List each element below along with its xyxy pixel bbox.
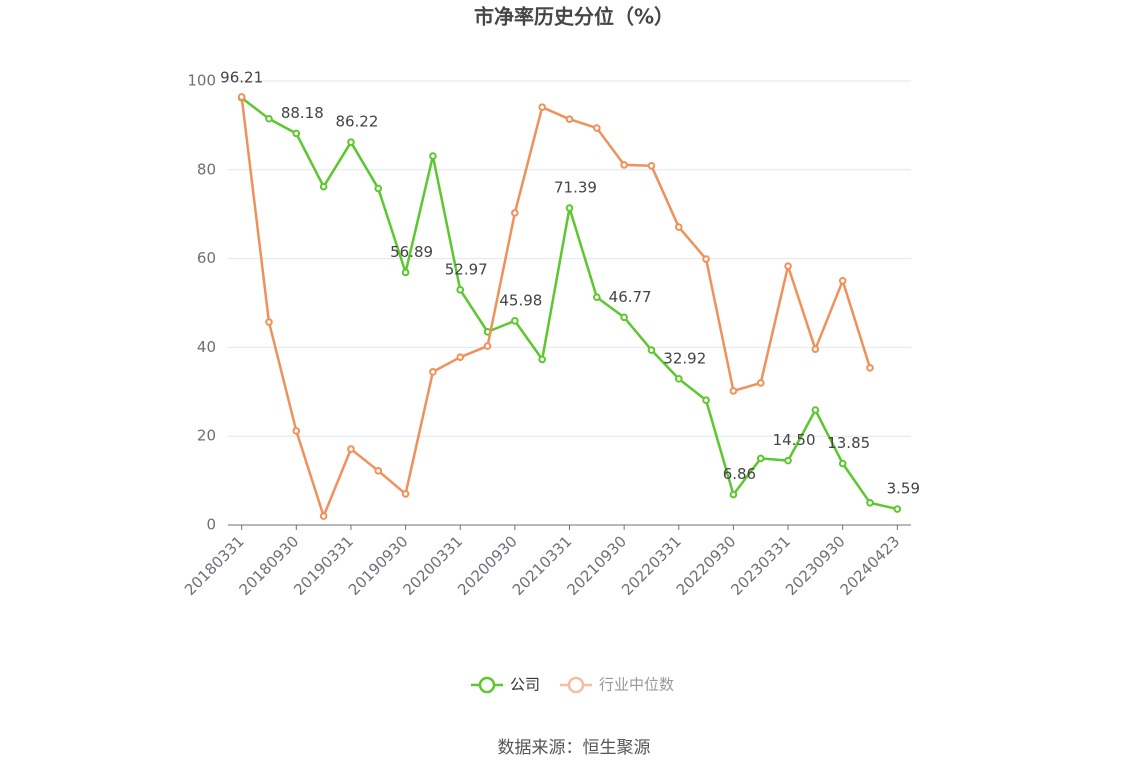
legend-marker — [478, 676, 496, 694]
data-label: 86.22 — [335, 113, 378, 131]
data-label: 13.85 — [827, 434, 870, 452]
data-point — [511, 209, 519, 217]
legend-label: 公司 — [510, 676, 540, 694]
data-point — [620, 161, 628, 169]
data-point — [319, 182, 328, 191]
data-point — [265, 318, 273, 326]
data-label: 32.92 — [663, 349, 706, 367]
data-label: 6.86 — [723, 465, 756, 483]
data-label: 71.39 — [554, 179, 597, 197]
data-point — [729, 490, 738, 499]
data-point — [784, 262, 792, 270]
data-point — [838, 277, 847, 285]
data-point — [565, 115, 574, 123]
data-point — [620, 313, 628, 322]
data-point — [811, 345, 820, 353]
data-point — [429, 368, 437, 376]
data-label: 56.89 — [390, 243, 433, 261]
data-point — [593, 124, 601, 132]
data-label: 14.50 — [773, 431, 816, 449]
data-point — [702, 255, 710, 263]
y-tick-label: 20 — [197, 427, 216, 445]
data-point — [756, 454, 765, 463]
data-label: 52.97 — [445, 260, 488, 278]
data-point — [292, 129, 301, 138]
data-label: 3.59 — [887, 480, 920, 498]
series-line — [240, 96, 872, 518]
data-point — [483, 342, 492, 350]
data-label: 45.98 — [499, 291, 542, 309]
data-point — [538, 355, 546, 364]
data-point — [784, 456, 792, 465]
data-point — [456, 353, 465, 361]
data-label: 46.77 — [609, 288, 652, 306]
data-point — [374, 184, 383, 193]
data-point — [292, 427, 301, 435]
chart-title: 市净率历史分位（%） — [474, 5, 674, 29]
data-point — [756, 379, 765, 387]
data-point — [456, 286, 465, 294]
y-tick-label: 60 — [197, 249, 216, 267]
y-tick-label: 100 — [187, 72, 216, 90]
y-tick-label: 40 — [197, 338, 216, 356]
data-label: 88.18 — [281, 104, 324, 122]
data-point — [565, 204, 574, 212]
data-point — [429, 152, 437, 160]
data-point — [319, 512, 328, 520]
data-point — [647, 162, 656, 170]
data-point — [866, 499, 874, 507]
legend-label: 行业中位数 — [599, 676, 674, 694]
data-point — [347, 445, 355, 453]
data-point — [674, 375, 683, 383]
x-tick-label: 20240423 — [837, 532, 904, 599]
data-point — [674, 223, 683, 231]
legend-marker — [567, 676, 585, 694]
data-point — [866, 364, 874, 372]
y-tick-label: 80 — [197, 160, 216, 178]
data-point — [702, 396, 710, 405]
data-point — [811, 406, 820, 414]
data-point — [893, 505, 902, 513]
data-point — [401, 268, 410, 277]
y-tick-label: 0 — [206, 516, 216, 534]
data-point — [593, 293, 601, 302]
data-point — [265, 114, 273, 123]
data-point — [511, 317, 519, 325]
data-point — [838, 459, 847, 468]
data-point — [237, 93, 246, 101]
data-point — [729, 387, 738, 395]
data-point — [401, 490, 410, 498]
data-point — [347, 138, 355, 146]
data-point — [374, 467, 383, 475]
data-point — [647, 346, 656, 354]
data-point — [538, 103, 546, 111]
source: 数据来源：恒生聚源 — [498, 738, 651, 758]
data-label: 96.21 — [220, 68, 263, 86]
